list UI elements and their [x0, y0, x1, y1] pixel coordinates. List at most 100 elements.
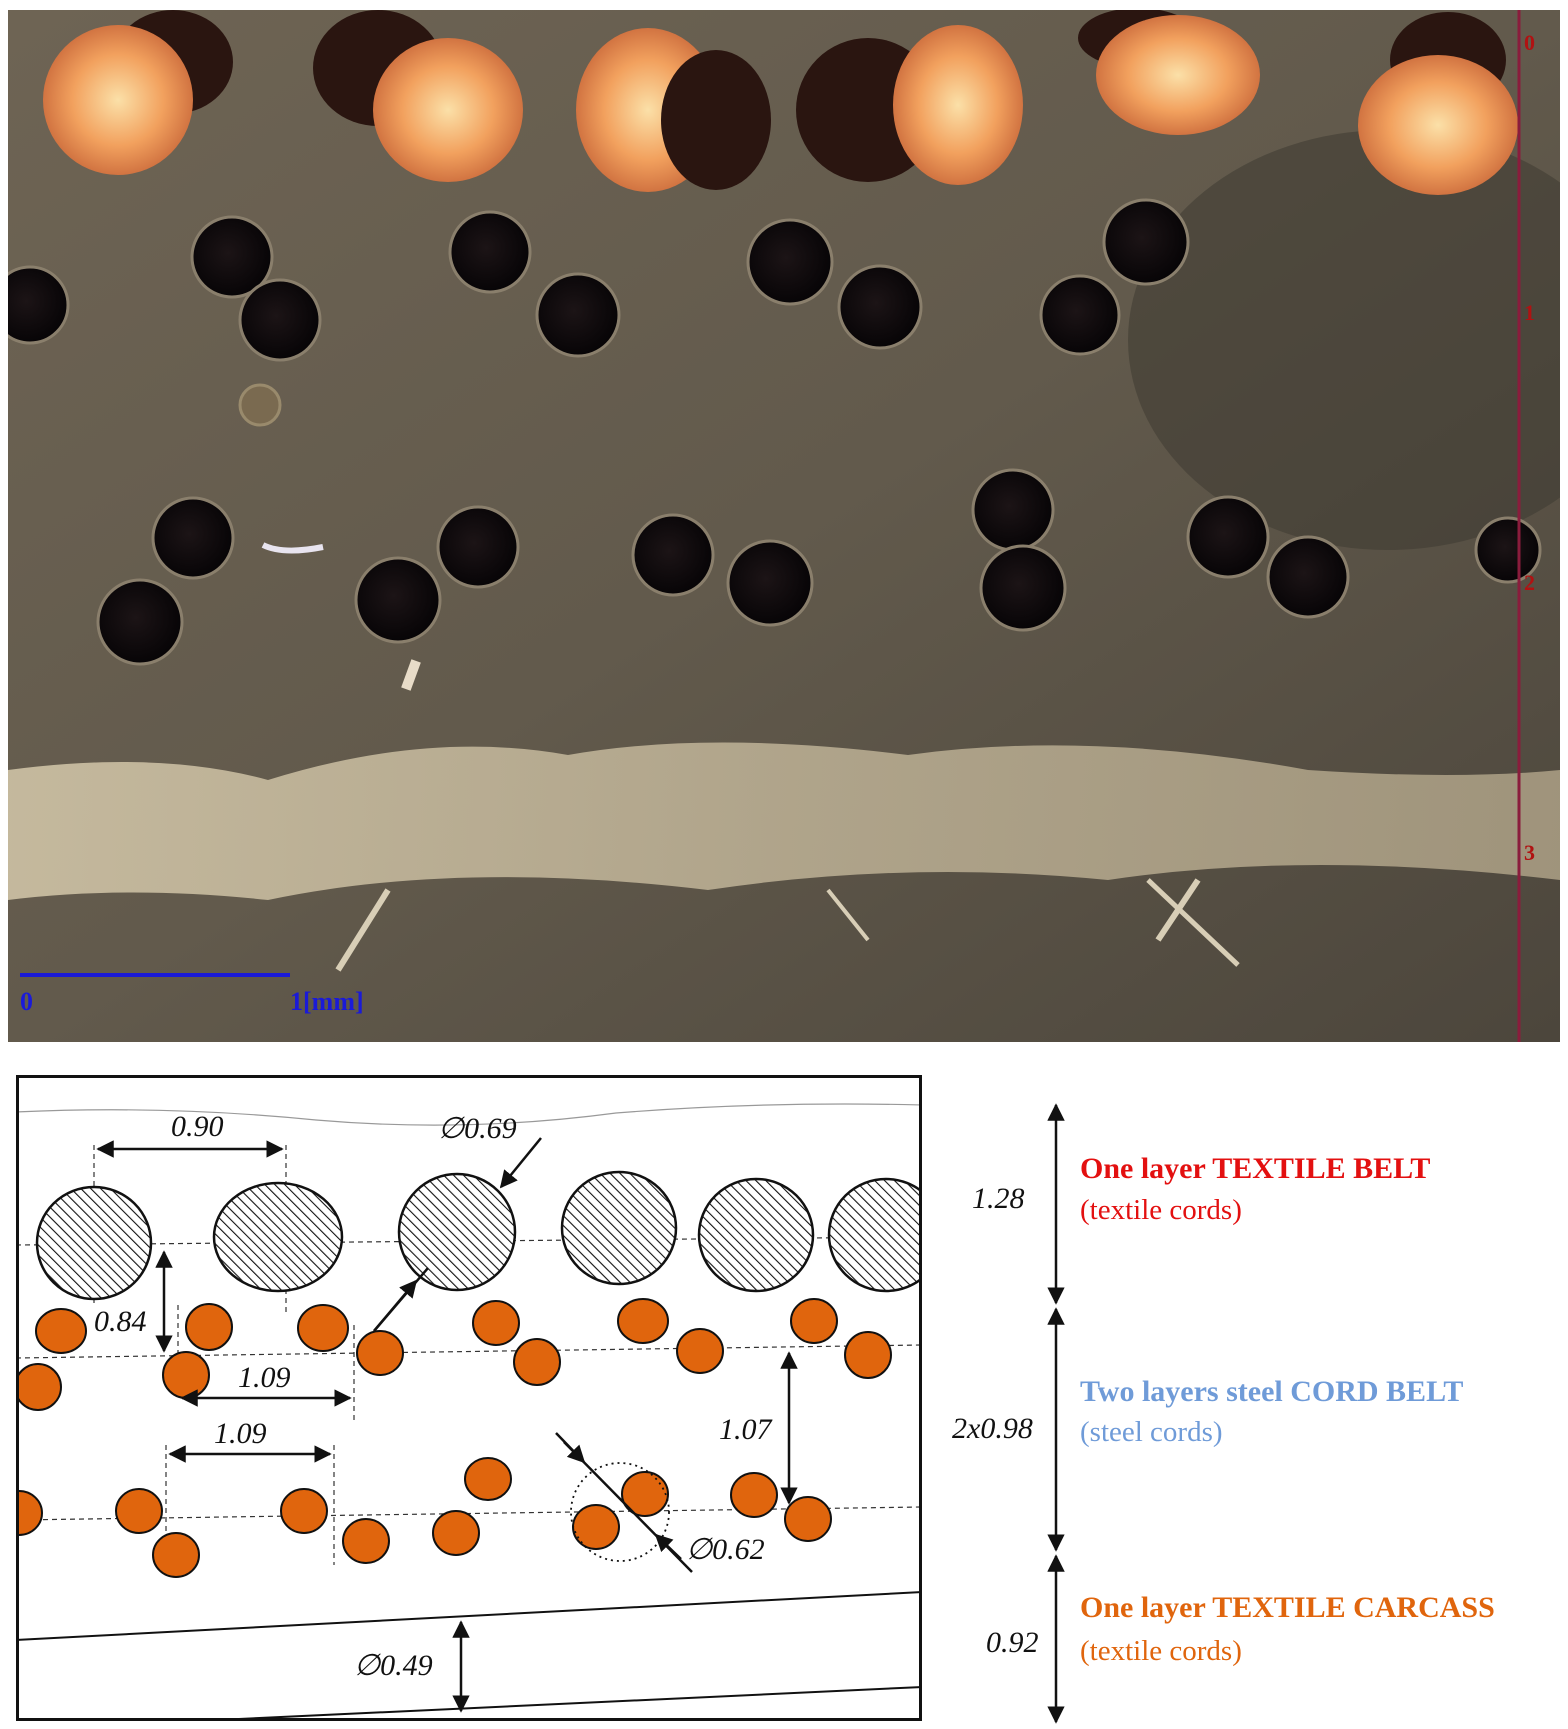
steel-cord — [342, 1518, 390, 1564]
steel-cord — [8, 265, 70, 345]
steel-cord — [790, 1298, 838, 1344]
fiber-band — [8, 742, 1560, 900]
layer-subtitle-steel-belt: (steel cords) — [1080, 1416, 1223, 1448]
steel-cord — [1102, 198, 1190, 286]
tread-contour — [18, 1103, 920, 1126]
steel-cord — [726, 539, 814, 627]
layer-title-steel-belt: Two layers steel CORD BELT — [1080, 1375, 1463, 1408]
steel-cord — [730, 1472, 778, 1518]
debris — [401, 659, 421, 691]
steel-cord — [96, 578, 184, 666]
textile-cord — [1096, 15, 1260, 135]
scale-bar-start: 0 — [20, 987, 33, 1016]
fiber-strand — [826, 888, 870, 942]
steel-cord — [621, 1471, 669, 1517]
textile-cord — [35, 1185, 153, 1301]
steel-cord — [436, 505, 520, 589]
steel-cords-lower-schematic — [18, 1457, 832, 1578]
steel-cord — [18, 1490, 43, 1536]
steel-cord — [513, 1338, 561, 1386]
textile-belt-cords-schematic — [35, 1170, 920, 1301]
scale-bar-end: 1[mm] — [290, 987, 364, 1016]
steel-cords-upper-schematic — [18, 1298, 892, 1411]
label-textile-dia: ∅0.69 — [438, 1112, 517, 1145]
steel-cord — [979, 544, 1067, 632]
steel-cord — [1039, 274, 1121, 356]
carcass-lower-line — [217, 1686, 920, 1719]
steel-cords-upper-photo — [8, 198, 1190, 362]
textile-cord-dark — [661, 50, 771, 190]
steel-cords-lower-photo — [96, 468, 1542, 666]
dim-steel-dia-leader2 — [654, 1533, 682, 1560]
ruler-mark: 0 — [1524, 30, 1535, 55]
fiber-strand — [335, 888, 391, 972]
dim-steel-dia-leader — [555, 1432, 586, 1464]
label-steel-thickness: 2x0.98 — [952, 1412, 1033, 1445]
steel-cord — [464, 1457, 512, 1501]
ruler-mark: 2 — [1524, 570, 1535, 595]
textile-cord — [373, 38, 523, 182]
steel-pair-outline — [570, 1462, 670, 1562]
debris — [261, 542, 324, 554]
steel-cord — [238, 278, 322, 362]
steel-cord — [432, 1510, 480, 1556]
textile-cord — [697, 1177, 815, 1293]
steel-cord — [162, 1351, 210, 1399]
label-belt-thickness: 1.28 — [972, 1182, 1025, 1215]
vertical-ruler: 0 1 2 3 — [1517, 10, 1535, 1042]
textile-cord — [397, 1172, 517, 1292]
label-carcass-dia: ∅0.49 — [354, 1649, 433, 1682]
steel-cord — [784, 1496, 832, 1542]
layer-subtitle-carcass: (textile cords) — [1080, 1635, 1242, 1667]
layer-title-textile-belt: One layer TEXTILE BELT — [1080, 1152, 1430, 1185]
steel-cord — [1186, 495, 1270, 579]
micrograph-photo: 0 1 2 3 0 1[mm] — [8, 10, 1560, 1042]
textile-cord — [1358, 55, 1518, 195]
label-steel-pitch-lower: 1.09 — [214, 1417, 267, 1450]
steel-cord — [115, 1488, 163, 1534]
layer-subtitle-textile-belt: (textile cords) — [1080, 1194, 1242, 1226]
dimension-arrows — [96, 1137, 798, 1713]
textile-cord — [43, 25, 193, 175]
label-vertical-gap: 0.84 — [94, 1305, 147, 1338]
particle — [238, 383, 282, 427]
textile-cord — [827, 1177, 920, 1293]
steel-cord — [971, 468, 1055, 552]
steel-cord — [535, 272, 621, 358]
steel-cord — [448, 210, 532, 294]
label-steel-dia: ∅0.62 — [686, 1533, 765, 1566]
scale-bar: 0 1[mm] — [20, 973, 364, 1016]
steel-cord — [354, 556, 442, 644]
label-steel-layer-gap: 1.07 — [719, 1413, 774, 1446]
steel-cord — [676, 1328, 724, 1374]
ruler-mark: 1 — [1524, 300, 1535, 325]
steel-cord — [35, 1308, 87, 1354]
steel-cord — [190, 215, 274, 299]
steel-cord — [18, 1363, 62, 1411]
layer-title-carcass: One layer TEXTILE CARCASS — [1080, 1591, 1495, 1624]
textile-belt-cords — [43, 10, 1518, 195]
label-steel-pitch-upper: 1.09 — [238, 1361, 291, 1394]
steel-cord — [185, 1303, 233, 1351]
steel-cord — [356, 1330, 404, 1376]
carcass-fiber-band — [8, 742, 1560, 972]
steel-cord — [472, 1300, 520, 1346]
steel-cord — [844, 1331, 892, 1379]
ruler-mark: 3 — [1524, 840, 1535, 865]
textile-cord — [212, 1181, 344, 1293]
steel-cord — [1474, 516, 1542, 584]
steel-cord — [280, 1488, 328, 1534]
dim-textile-dia-leader — [499, 1137, 542, 1189]
steel-cord — [617, 1298, 669, 1344]
fiber-strand — [1146, 878, 1240, 967]
steel-cord — [1266, 535, 1350, 619]
steel-cord — [837, 264, 923, 350]
schematic-frame — [16, 1075, 922, 1721]
steel-cord — [572, 1504, 620, 1550]
textile-cord — [893, 25, 1023, 185]
steel-cord — [151, 496, 235, 580]
steel-cord — [297, 1304, 349, 1352]
label-carcass-thickness: 0.92 — [986, 1626, 1039, 1659]
layer-legend: 1.28 2x0.98 0.92 One layer TEXTILE BELT … — [952, 1103, 1495, 1724]
cross-section-schematic: 0.90 ∅0.69 0.84 1.09 1.09 1.07 ∅0.62 ∅0.… — [16, 1075, 922, 1721]
